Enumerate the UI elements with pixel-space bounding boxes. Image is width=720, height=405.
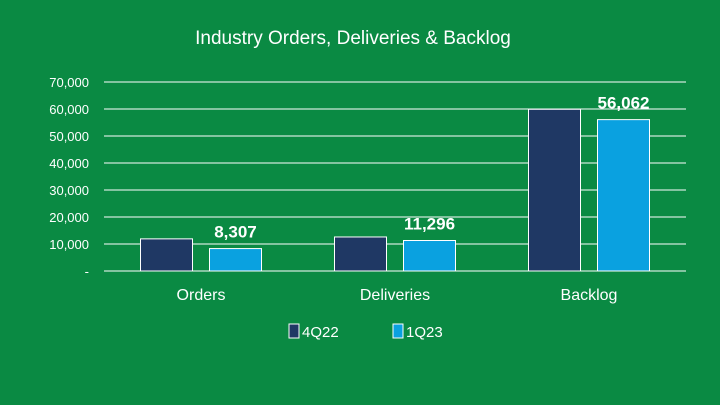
gridlines xyxy=(104,81,686,272)
y-tick-label: 50,000 xyxy=(49,129,89,144)
data-label: 56,062 xyxy=(598,94,650,113)
data-label: 8,307 xyxy=(214,223,257,242)
data-label: 11,296 xyxy=(404,215,455,234)
y-tick-label: 40,000 xyxy=(49,156,89,171)
legend-label: 1Q23 xyxy=(406,324,443,341)
y-tick-label: 30,000 xyxy=(49,183,89,198)
legend: 4Q22 1Q23 xyxy=(288,323,443,341)
x-category-label: Orders xyxy=(177,287,226,304)
y-axis: - 10,000 20,000 30,000 40,000 50,000 60,000 70,… xyxy=(49,75,89,279)
y-tick-label: 10,000 xyxy=(49,237,89,252)
chart-title: Industry Orders, Deliveries & Backlog xyxy=(195,28,511,49)
y-tick-label: - xyxy=(85,264,89,279)
y-tick-label: 20,000 xyxy=(49,210,89,225)
y-tick-label: 70,000 xyxy=(49,75,89,90)
x-category-label: Backlog xyxy=(561,287,618,304)
legend-swatch xyxy=(392,323,404,339)
legend-swatch xyxy=(288,323,300,339)
bar xyxy=(140,238,193,272)
bar xyxy=(209,248,262,272)
bar xyxy=(528,108,581,272)
bars: 8,307 11,296 56,062 xyxy=(140,94,650,272)
legend-label: 4Q22 xyxy=(302,324,339,341)
bar xyxy=(403,240,456,272)
bar xyxy=(597,119,650,272)
x-axis: Orders Deliveries Backlog xyxy=(177,287,618,304)
x-category-label: Deliveries xyxy=(360,287,430,304)
y-tick-label: 60,000 xyxy=(49,102,89,117)
bar xyxy=(334,236,387,272)
